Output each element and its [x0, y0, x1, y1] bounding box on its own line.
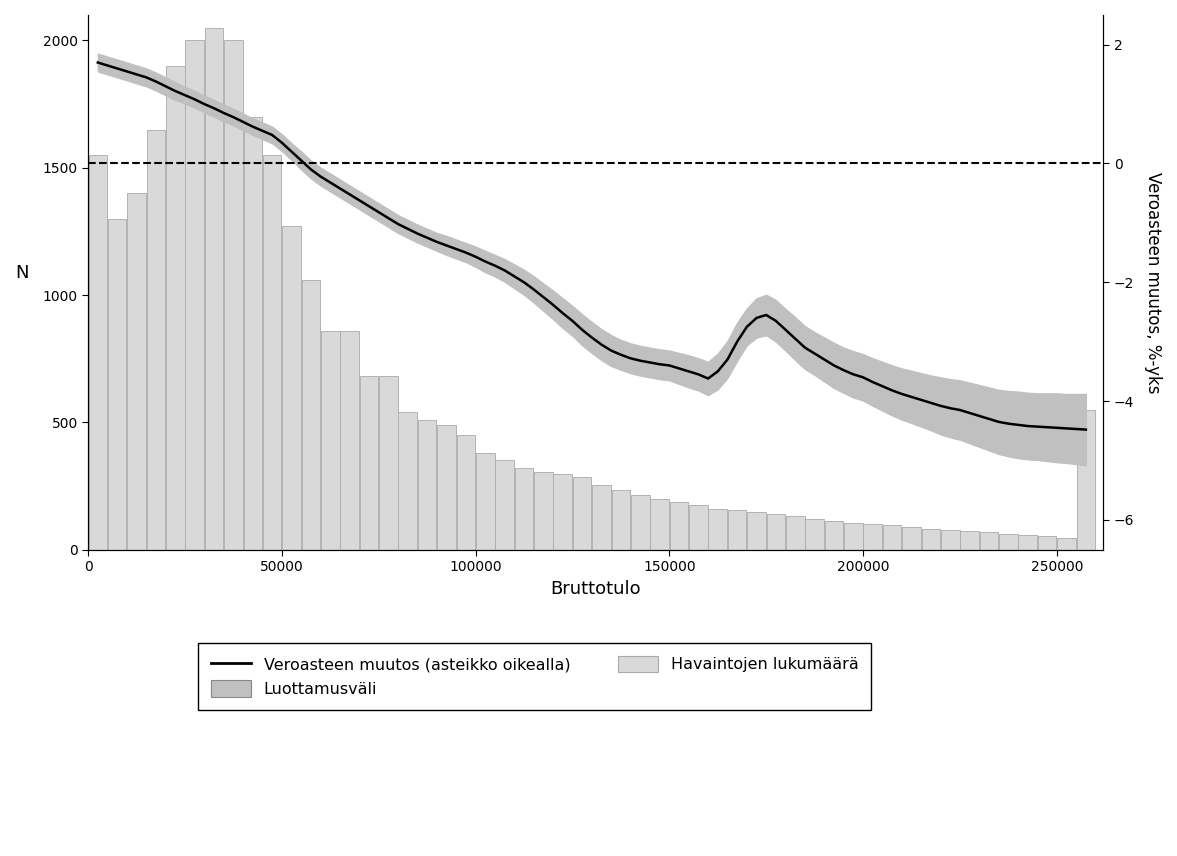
Bar: [262, 155, 281, 550]
Legend: Veroasteen muutos (asteikko oikealla), Luottamusväli, Havaintojen lukumäärä: Veroasteen muutos (asteikko oikealla), L…: [198, 643, 871, 710]
Bar: [340, 330, 359, 550]
Bar: [940, 530, 959, 550]
Bar: [747, 512, 766, 550]
Bar: [844, 523, 863, 550]
Bar: [166, 66, 185, 550]
Bar: [88, 155, 107, 550]
Bar: [418, 419, 437, 550]
Bar: [147, 129, 165, 550]
Y-axis label: N: N: [15, 265, 28, 282]
Bar: [224, 40, 242, 550]
Bar: [689, 505, 707, 550]
Bar: [1038, 537, 1057, 550]
Bar: [651, 499, 669, 550]
Bar: [1077, 409, 1095, 550]
Bar: [612, 490, 630, 550]
Bar: [864, 524, 882, 550]
Bar: [903, 527, 920, 550]
X-axis label: Bruttotulo: Bruttotulo: [551, 580, 641, 597]
Bar: [631, 495, 650, 550]
Bar: [553, 474, 572, 550]
Bar: [922, 529, 940, 550]
Bar: [514, 468, 533, 550]
Bar: [979, 532, 998, 550]
Y-axis label: Veroasteen muutos, %-yks: Veroasteen muutos, %-yks: [1144, 171, 1162, 393]
Bar: [476, 453, 494, 550]
Bar: [244, 116, 262, 550]
Bar: [457, 435, 476, 550]
Bar: [670, 502, 689, 550]
Bar: [960, 532, 979, 550]
Bar: [379, 377, 398, 550]
Bar: [592, 484, 611, 550]
Bar: [1018, 535, 1037, 550]
Bar: [108, 218, 126, 550]
Bar: [534, 472, 553, 550]
Bar: [766, 514, 785, 550]
Bar: [825, 521, 843, 550]
Bar: [205, 27, 224, 550]
Bar: [301, 280, 320, 550]
Bar: [786, 516, 805, 550]
Bar: [399, 412, 417, 550]
Bar: [186, 40, 204, 550]
Bar: [573, 477, 592, 550]
Bar: [127, 193, 146, 550]
Bar: [883, 526, 902, 550]
Bar: [360, 377, 378, 550]
Bar: [1057, 538, 1076, 550]
Bar: [727, 510, 746, 550]
Bar: [709, 508, 727, 550]
Bar: [496, 461, 514, 550]
Bar: [437, 425, 455, 550]
Bar: [999, 534, 1018, 550]
Bar: [282, 226, 301, 550]
Bar: [805, 519, 824, 550]
Bar: [321, 330, 340, 550]
